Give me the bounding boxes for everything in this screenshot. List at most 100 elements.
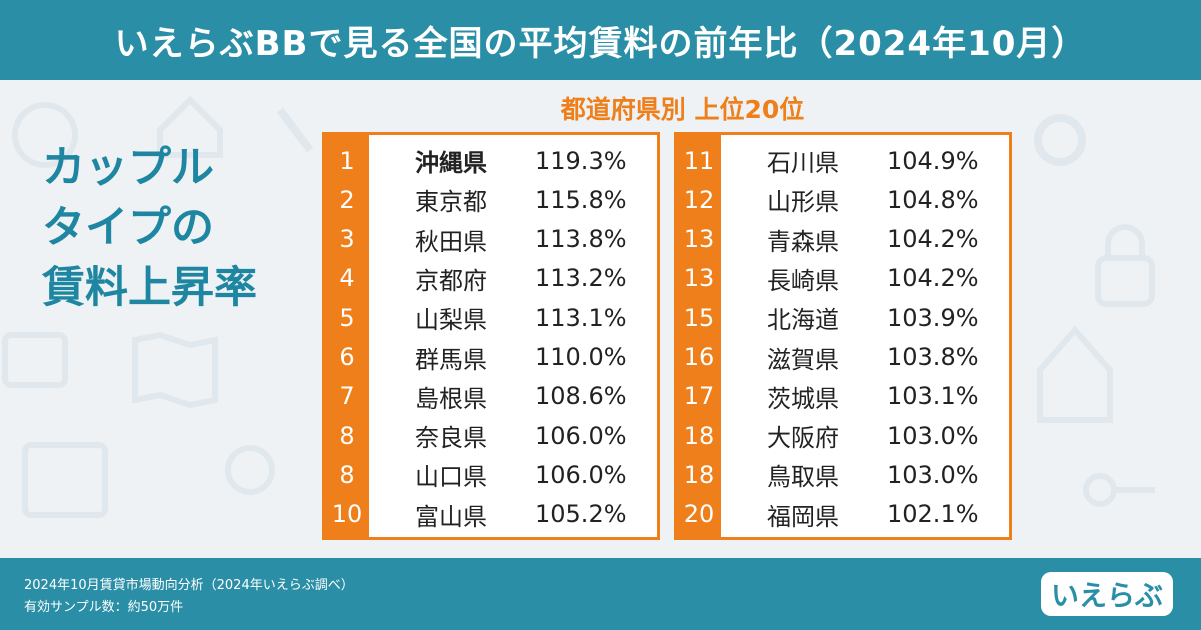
rank-number: 4 <box>339 264 355 293</box>
ranking-table-left: 1 沖縄県 119.3% 2 東京都 115.8% 3 秋田県 113.8% 4 京都府 113.2%… <box>322 132 660 540</box>
rent-increase-rate: 113.1% <box>535 303 627 332</box>
rank-number: 13 <box>683 264 715 293</box>
house-face-icon <box>1037 325 1113 423</box>
ranking-row: 7 島根県 108.6% <box>325 377 657 416</box>
side-title-line-2: タイプの <box>42 203 214 253</box>
ranking-subtitle: 都道府県別 上位20位 <box>560 95 805 124</box>
lock-icon <box>1095 224 1155 307</box>
ranking-row: 11 石川県 104.9% <box>677 141 1009 180</box>
prefecture-name: 群馬県 <box>415 345 487 374</box>
rank-number: 3 <box>339 225 355 254</box>
home-icon <box>157 95 223 158</box>
rent-increase-rate: 102.1% <box>887 500 979 529</box>
rank-number: 1 <box>339 146 355 175</box>
side-title-line-1: カップル <box>42 143 214 193</box>
rent-increase-rate: 103.0% <box>887 460 979 489</box>
rent-increase-rate: 113.2% <box>535 264 627 293</box>
ranking-table-right: 11 石川県 104.9% 12 山形県 104.8% 13 青森県 104.2% 13 長崎県 10… <box>674 132 1012 540</box>
ranking-row: 4 京都府 113.2% <box>325 259 657 298</box>
rent-increase-rate: 103.0% <box>887 421 979 450</box>
rank-number: 8 <box>339 460 355 489</box>
rank-number: 8 <box>339 421 355 450</box>
prefecture-name: 鳥取県 <box>767 463 839 492</box>
rank-number: 17 <box>683 382 715 411</box>
ranking-row: 3 秋田県 113.8% <box>325 220 657 259</box>
prefecture-name: 山形県 <box>767 188 839 217</box>
ranking-row: 10 富山県 105.2% <box>325 495 657 534</box>
ranking-row: 6 群馬県 110.0% <box>325 338 657 377</box>
prefecture-name: 山梨県 <box>415 306 487 335</box>
rank-number: 20 <box>683 500 715 529</box>
wrench-icon <box>276 107 314 153</box>
gear-icon <box>1034 114 1086 166</box>
rent-increase-rate: 104.8% <box>887 185 979 214</box>
ranking-row: 2 東京都 115.8% <box>325 180 657 219</box>
ranking-row: 17 茨城県 103.1% <box>677 377 1009 416</box>
prefecture-name: 島根県 <box>415 384 487 413</box>
rent-increase-rate: 106.0% <box>535 421 627 450</box>
prefecture-name: 滋賀県 <box>767 345 839 374</box>
rank-number: 2 <box>339 185 355 214</box>
newspaper-icon <box>22 442 108 518</box>
rent-increase-rate: 103.9% <box>887 303 979 332</box>
rent-increase-rate: 104.2% <box>887 225 979 254</box>
rank-number: 12 <box>683 185 715 214</box>
brand-logo-text: いえらぶ <box>1050 579 1163 612</box>
rank-column <box>325 135 369 537</box>
prefecture-name: 京都府 <box>415 266 487 295</box>
prefecture-name: 富山県 <box>415 502 487 531</box>
rank-column <box>677 135 721 537</box>
rent-increase-rate: 106.0% <box>535 460 627 489</box>
brand-logo: いえらぶ <box>1041 572 1173 616</box>
prefecture-name: 秋田県 <box>415 227 487 256</box>
lightbulb-icon <box>225 445 275 495</box>
rank-number: 6 <box>339 343 355 371</box>
rank-number: 18 <box>683 460 715 489</box>
rent-increase-rate: 104.9% <box>887 146 979 175</box>
rank-number: 11 <box>683 146 715 175</box>
ranking-row: 8 奈良県 106.0% <box>325 416 657 455</box>
ranking-row: 18 鳥取県 103.0% <box>677 455 1009 494</box>
footer-sample-note: 有効サンプル数：約50万件 <box>24 600 184 615</box>
footer-banner: 2024年10月賃貸市場動向分析（2024年いえらぶ調べ） 有効サンプル数：約5… <box>0 558 1201 630</box>
ranking-row: 16 滋賀県 103.8% <box>677 338 1009 377</box>
rank-number: 10 <box>331 500 363 529</box>
ranking-row: 5 山梨県 113.1% <box>325 298 657 337</box>
map-icon <box>132 331 218 409</box>
video-icon <box>2 332 68 388</box>
globe-icon <box>12 102 78 168</box>
ranking-row: 1 沖縄県 119.3% <box>325 141 657 180</box>
prefecture-name: 茨城県 <box>767 384 839 413</box>
side-title: カップル タイプの 賃料上昇率 <box>42 138 257 318</box>
ranking-row: 13 青森県 104.2% <box>677 220 1009 259</box>
rank-number: 13 <box>683 225 715 254</box>
rent-increase-rate: 103.8% <box>887 343 979 371</box>
prefecture-name: 青森県 <box>767 227 839 256</box>
prefecture-name: 奈良県 <box>415 424 487 453</box>
rent-increase-rate: 115.8% <box>535 185 627 214</box>
footer-source-note: 2024年10月賃貸市場動向分析（2024年いえらぶ調べ） <box>24 578 354 593</box>
rank-number: 7 <box>339 382 355 411</box>
prefecture-name: 石川県 <box>767 149 839 177</box>
prefecture-name: 福岡県 <box>767 502 839 531</box>
prefecture-name: 東京都 <box>415 188 487 217</box>
page-title: いえらぶBBで見る全国の平均賃料の前年比（2024年10月） <box>114 23 1087 64</box>
header-banner: いえらぶBBで見る全国の平均賃料の前年比（2024年10月） <box>0 0 1201 80</box>
side-title-line-3: 賃料上昇率 <box>42 263 257 313</box>
rank-number: 15 <box>683 303 715 332</box>
rent-increase-rate: 110.0% <box>535 343 627 371</box>
ranking-row: 18 大阪府 103.0% <box>677 416 1009 455</box>
rent-increase-rate: 119.3% <box>535 146 627 175</box>
rank-number: 18 <box>683 421 715 450</box>
ranking-row: 15 北海道 103.9% <box>677 298 1009 337</box>
rent-increase-rate: 105.2% <box>535 500 627 529</box>
prefecture-name: 山口県 <box>415 463 487 492</box>
prefecture-name: 長崎県 <box>767 266 839 295</box>
rank-number: 16 <box>683 343 715 371</box>
prefecture-name: 沖縄県 <box>415 149 487 177</box>
rent-increase-rate: 108.6% <box>535 382 627 411</box>
rank-number: 5 <box>339 303 355 332</box>
ranking-row: 12 山形県 104.8% <box>677 180 1009 219</box>
ranking-row: 8 山口県 106.0% <box>325 455 657 494</box>
background-decoration <box>0 80 1201 558</box>
